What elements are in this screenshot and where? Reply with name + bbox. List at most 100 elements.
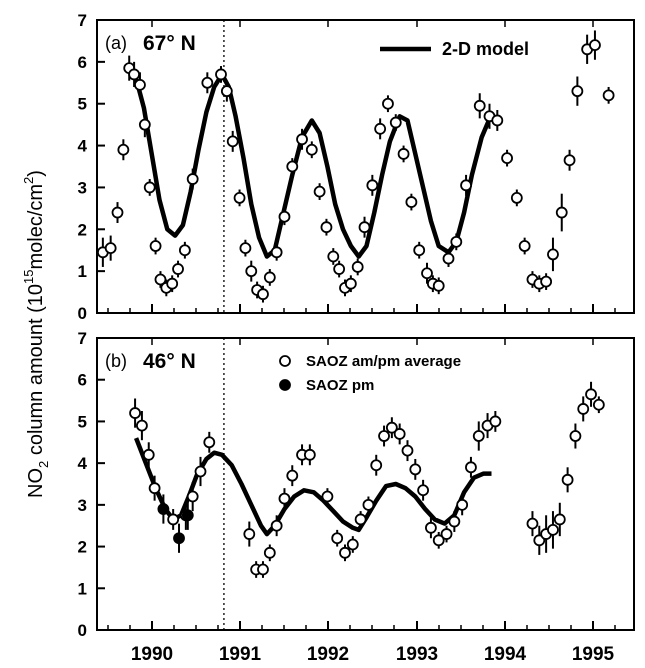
saoz-avg-point bbox=[491, 114, 504, 127]
saoz-avg-point bbox=[413, 244, 426, 257]
saoz-avg-point bbox=[389, 116, 402, 129]
saoz-avg-point bbox=[370, 459, 383, 472]
x-tick-label: 1990 bbox=[131, 644, 173, 665]
saoz-avg-point bbox=[194, 465, 207, 478]
y-tick-label: 7 bbox=[78, 11, 87, 30]
panel-title: 67° N bbox=[143, 32, 196, 55]
saoz-avg-point bbox=[257, 563, 269, 576]
saoz-pm-point bbox=[181, 509, 194, 522]
y-tick-label: 5 bbox=[78, 95, 87, 114]
saoz-avg-point bbox=[220, 85, 233, 98]
saoz-avg-point bbox=[286, 160, 299, 173]
y-tick-label: 6 bbox=[78, 53, 87, 72]
saoz-avg-point bbox=[448, 515, 461, 528]
saoz-avg-point bbox=[354, 513, 367, 526]
saoz-avg-point bbox=[149, 240, 162, 252]
saoz-avg-point bbox=[257, 288, 269, 301]
saoz-avg-point bbox=[278, 210, 291, 223]
y-tick-label: 4 bbox=[78, 137, 88, 156]
saoz-avg-point bbox=[501, 152, 513, 165]
y-tick-label: 1 bbox=[78, 579, 87, 598]
saoz-avg-point bbox=[136, 419, 148, 432]
saoz-avg-point bbox=[143, 181, 156, 194]
saoz-avg-point bbox=[243, 528, 256, 540]
saoz-avg-point bbox=[432, 534, 445, 547]
saoz-avg-point bbox=[518, 240, 531, 252]
saoz-avg-point bbox=[286, 469, 299, 482]
model-line bbox=[133, 72, 494, 259]
y-tick-label: 5 bbox=[78, 412, 87, 431]
x-tick-label: 1992 bbox=[307, 644, 349, 665]
saoz-avg-point bbox=[374, 122, 387, 135]
x-tick-label: 1991 bbox=[219, 644, 262, 665]
saoz-avg-point bbox=[421, 267, 433, 280]
saoz-avg-point bbox=[589, 39, 601, 52]
saoz-avg-point bbox=[142, 448, 155, 461]
legend-marker bbox=[279, 379, 291, 391]
y-tick-label: 1 bbox=[78, 262, 87, 281]
saoz-avg-point bbox=[245, 265, 258, 278]
saoz-avg-point bbox=[547, 248, 559, 261]
saoz-avg-point bbox=[344, 277, 357, 290]
saoz-avg-point bbox=[321, 490, 334, 503]
y-tick-label: 7 bbox=[78, 329, 87, 348]
saoz-avg-point bbox=[346, 538, 359, 551]
saoz-avg-point bbox=[382, 97, 394, 110]
saoz-avg-point bbox=[201, 76, 214, 89]
legend-label: SAOZ am/pm average bbox=[306, 353, 461, 370]
y-tick-label: 0 bbox=[78, 304, 87, 323]
saoz-avg-point bbox=[358, 221, 371, 234]
saoz-avg-point bbox=[327, 250, 340, 263]
saoz-avg-point bbox=[440, 528, 453, 540]
panel-a-67n: 0 1 2 3 4 5 6 7 (a) 67° N 2-D model bbox=[78, 11, 635, 323]
saoz-avg-point bbox=[239, 242, 252, 255]
saoz-avg-point bbox=[296, 133, 308, 146]
saoz-avg-point bbox=[540, 275, 553, 288]
saoz-avg-point bbox=[172, 263, 184, 275]
saoz-avg-point bbox=[117, 143, 130, 156]
saoz-avg-point bbox=[425, 521, 437, 534]
saoz-avg-point bbox=[450, 235, 463, 248]
saoz-avg-point bbox=[510, 191, 523, 204]
saoz-avg-point bbox=[186, 173, 199, 185]
saoz-avg-point bbox=[397, 148, 410, 160]
saoz-avg-point bbox=[465, 461, 477, 474]
legend-marker bbox=[279, 355, 291, 367]
panel-label: (b) bbox=[105, 351, 127, 371]
y-tick-label: 2 bbox=[78, 538, 87, 557]
x-tick-label: 1995 bbox=[572, 644, 615, 665]
saoz-avg-point bbox=[128, 68, 141, 81]
saoz-avg-point bbox=[592, 398, 605, 411]
saoz-avg-point bbox=[585, 388, 597, 401]
saoz-avg-point bbox=[472, 430, 485, 442]
y-axis-label: NO2 column amount (1015molec/cm2) bbox=[21, 170, 51, 498]
saoz-avg-point bbox=[526, 517, 539, 530]
saoz-avg-point bbox=[489, 415, 502, 428]
saoz-avg-point bbox=[442, 252, 455, 265]
saoz-avg-point bbox=[401, 444, 414, 457]
saoz-avg-point bbox=[303, 448, 316, 461]
saoz-avg-point bbox=[278, 492, 291, 505]
saoz-pm-point bbox=[157, 503, 170, 515]
y-tick-label: 6 bbox=[78, 371, 87, 390]
saoz-avg-point bbox=[393, 428, 406, 440]
saoz-avg-point bbox=[547, 523, 559, 536]
saoz-avg-point bbox=[366, 179, 379, 192]
saoz-avg-point bbox=[460, 179, 472, 192]
y-tick-label: 0 bbox=[78, 621, 87, 640]
legend-label: SAOZ pm bbox=[306, 377, 374, 394]
saoz-avg-point bbox=[270, 519, 283, 532]
saoz-avg-point bbox=[313, 185, 326, 198]
saoz-avg-point bbox=[561, 473, 574, 486]
plot-frame bbox=[96, 19, 635, 314]
saoz-avg-point bbox=[226, 135, 239, 148]
saoz-avg-point bbox=[134, 78, 146, 91]
saoz-avg-point bbox=[555, 206, 568, 219]
panel-label: (a) bbox=[105, 33, 127, 53]
saoz-avg-point bbox=[167, 513, 180, 526]
saoz-avg-point bbox=[178, 244, 191, 257]
saoz-pm-point bbox=[173, 532, 185, 545]
saoz-avg-point bbox=[215, 68, 227, 81]
saoz-avg-point bbox=[233, 191, 246, 204]
